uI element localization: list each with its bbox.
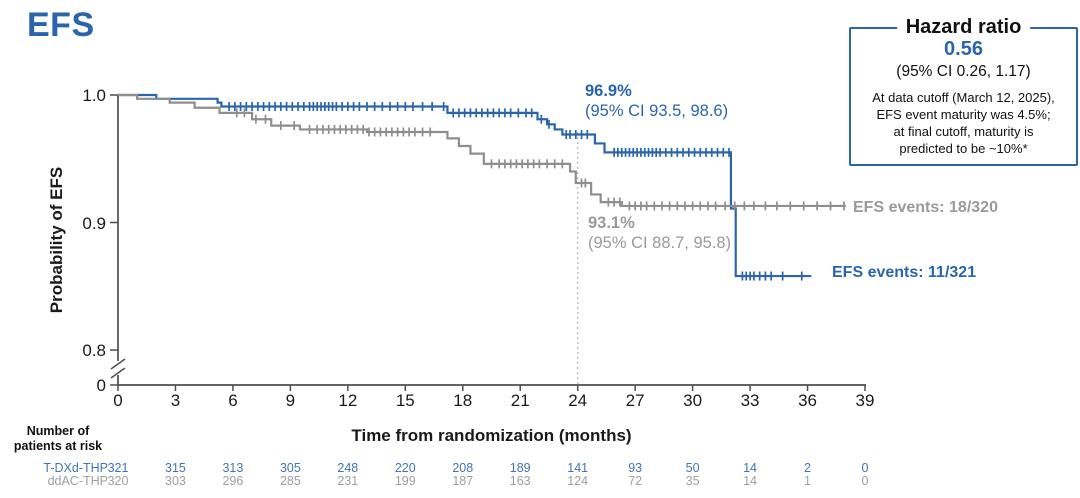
x-tick-label: 24 [568, 391, 588, 410]
km-curve-ddac-thp [118, 93, 846, 208]
at-risk-value-t-dxd-thp: 305 [279, 461, 301, 475]
annotation-ddac-value: 93.1% [588, 214, 635, 232]
at-risk-value-t-dxd-thp: 0 [861, 461, 869, 475]
y-axis-break-icon [110, 358, 126, 370]
y-tick-label: 0.8 [82, 341, 106, 360]
x-axis-label: Time from randomization (months) [351, 426, 632, 445]
at-risk-header: Number of patients at risk [13, 424, 103, 453]
at-risk-row-label-tdxd: T-DXd-THP [43, 461, 108, 475]
hazard-ratio-note: At data cutoff (March 12, 2025), EFS eve… [872, 90, 1055, 157]
at-risk-value-t-dxd-thp: 248 [337, 461, 359, 475]
x-tick-label: 15 [395, 391, 415, 410]
at-risk-value-t-dxd-thp: 315 [165, 461, 186, 475]
at-risk-value-ddac-thp: 231 [337, 474, 359, 488]
at-risk-value-t-dxd-thp: 14 [743, 461, 758, 475]
at-risk-value-t-dxd-thp: 189 [509, 461, 531, 475]
x-tick-label: 39 [855, 391, 875, 410]
y-axis-label: Probability of EFS [47, 166, 66, 314]
annotation-ddac-ci: (95% CI 88.7, 95.8) [588, 233, 732, 252]
page-title: EFS [27, 6, 95, 44]
at-risk-value-ddac-thp: 320 [107, 474, 129, 488]
y-tick-label: 0.9 [82, 213, 106, 233]
x-tick-label: 30 [683, 391, 703, 410]
x-tick-label: 3 [170, 391, 181, 410]
x-tick-label: 12 [338, 391, 358, 410]
hazard-ratio-value: 0.56 [944, 38, 983, 60]
at-risk-value-ddac-thp: 285 [279, 474, 301, 488]
x-tick-label: 9 [285, 391, 296, 410]
x-tick-label: 33 [740, 391, 760, 410]
at-risk-value-ddac-thp: 296 [222, 474, 244, 488]
at-risk-value-ddac-thp: 72 [628, 474, 643, 488]
at-risk-value-ddac-thp: 1 [804, 474, 811, 488]
at-risk-value-t-dxd-thp: 313 [222, 461, 244, 475]
at-risk-value-t-dxd-thp: 50 [685, 461, 700, 475]
events-label-tdxd: EFS events: 11/321 [832, 264, 977, 281]
at-risk-value-ddac-thp: 199 [394, 474, 416, 488]
y-axis-break-icon [110, 367, 126, 379]
x-tick-label: 21 [510, 391, 530, 410]
at-risk-value-ddac-thp: 35 [685, 474, 700, 488]
at-risk-row-label-ddac: ddAC-THP [47, 474, 108, 488]
at-risk-value-ddac-thp: 0 [861, 474, 869, 488]
annotation-tdxd: 96.9% (95% CI 93.5, 98.6) [585, 82, 728, 122]
y-tick-label: 0 [96, 376, 106, 395]
hazard-ratio-ci: (95% CI 0.26, 1.17) [896, 63, 1031, 80]
at-risk-value-t-dxd-thp: 93 [628, 461, 643, 475]
annotation-tdxd-value: 96.9% [585, 82, 632, 100]
at-risk-value-ddac-thp: 187 [452, 474, 474, 488]
at-risk-value-ddac-thp: 163 [509, 474, 531, 488]
annotation-tdxd-ci: (95% CI 93.5, 98.6) [585, 101, 729, 120]
at-risk-value-ddac-thp: 303 [165, 474, 186, 488]
at-risk-value-t-dxd-thp: 321 [107, 461, 129, 475]
at-risk-value-t-dxd-thp: 220 [394, 461, 416, 475]
hazard-ratio-title: Hazard ratio [896, 16, 1031, 39]
at-risk-value-ddac-thp: 124 [567, 474, 589, 488]
events-label-ddac: EFS events: 18/320 [853, 199, 998, 216]
y-tick-label: 1.0 [82, 86, 106, 105]
at-risk-value-ddac-thp: 14 [743, 474, 758, 488]
x-tick-label: 36 [798, 391, 817, 410]
annotation-ddac: 93.1% (95% CI 88.7, 95.8) [588, 214, 731, 254]
x-tick-label: 27 [625, 391, 645, 410]
hazard-ratio-box: Hazard ratio 0.56 (95% CI 0.26, 1.17) At… [849, 16, 1078, 166]
x-tick-label: 6 [228, 391, 238, 410]
at-risk-value-t-dxd-thp: 2 [804, 461, 811, 475]
at-risk-value-t-dxd-thp: 141 [567, 461, 589, 475]
x-tick-label: 18 [453, 391, 473, 410]
at-risk-value-t-dxd-thp: 208 [452, 461, 474, 475]
x-tick-label: 0 [113, 391, 123, 410]
